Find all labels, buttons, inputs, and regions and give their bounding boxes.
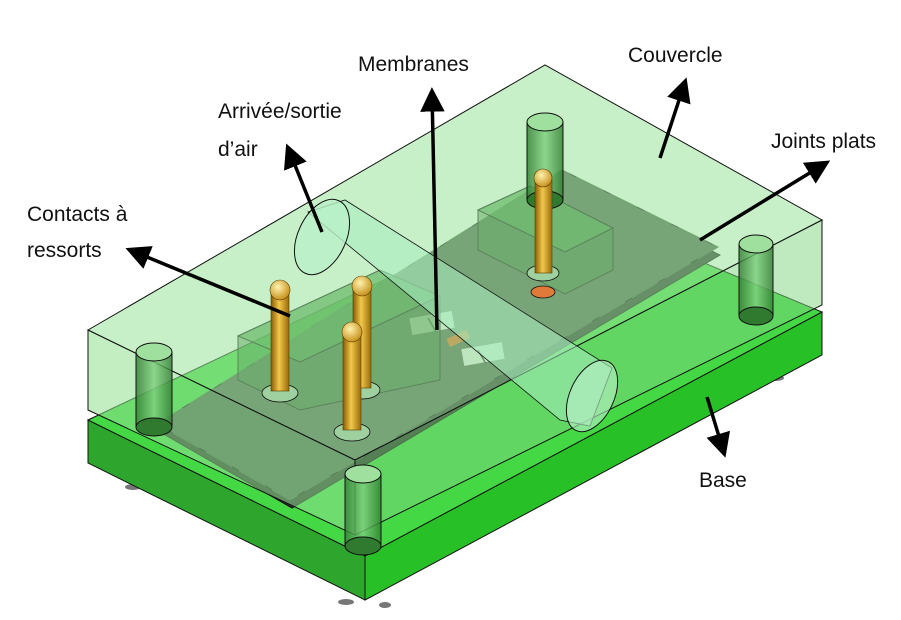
alignment-post-front [344, 464, 382, 556]
arrivee-arrow [283, 143, 324, 233]
base-arrow [705, 396, 731, 458]
air-outlet-port [565, 359, 619, 433]
base-label: Base [699, 469, 747, 492]
air-inlet-port [293, 198, 351, 276]
arrivee-label-line2: d’air [218, 138, 258, 161]
joints-arrow [699, 160, 831, 242]
spring-pin-3 [333, 321, 371, 442]
membranes-arrow [420, 87, 445, 331]
air-channel [293, 198, 619, 433]
contacts-arrow [125, 246, 291, 318]
spring-pin-4 [526, 168, 560, 299]
couvercle-arrow [658, 77, 691, 159]
contacts-label-line1: Contacts à [27, 203, 128, 226]
couvercle-label: Couvercle [628, 44, 723, 67]
alignment-post-right [738, 234, 774, 326]
membranes-label: Membranes [358, 53, 469, 76]
spring-pin-1 [261, 279, 299, 403]
alignment-post-left [135, 342, 173, 437]
joints-label: Joints plats [771, 130, 877, 153]
contacts-label-line2: ressorts [27, 239, 102, 262]
arrivee-label-line1: Arrivée/sortie [218, 100, 342, 123]
